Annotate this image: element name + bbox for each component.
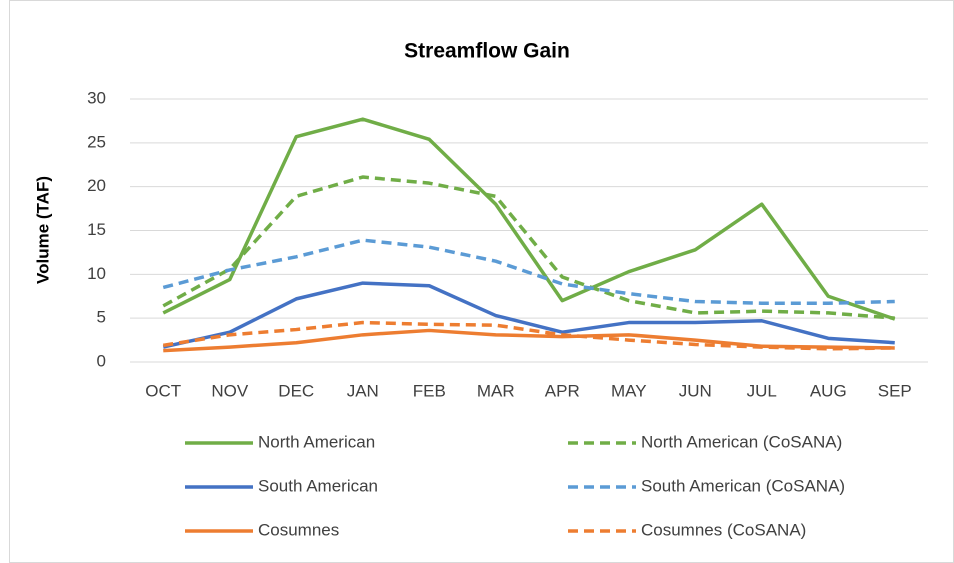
y-tick-label: 30 xyxy=(87,88,106,107)
x-tick-label: FEB xyxy=(413,381,446,400)
x-tick-label: OCT xyxy=(145,381,181,400)
legend-label: North American xyxy=(258,432,375,451)
x-tick-label: JUN xyxy=(679,381,712,400)
y-tick-label: 0 xyxy=(97,351,106,370)
x-tick-label: AUG xyxy=(810,381,847,400)
x-tick-label: APR xyxy=(545,381,580,400)
y-axis-label: Volume (TAF) xyxy=(33,176,52,284)
series-line xyxy=(162,281,895,349)
x-tick-label: JUL xyxy=(747,381,777,400)
legend-label: South American xyxy=(258,476,378,495)
x-tick-label: NOV xyxy=(211,381,249,400)
x-tick-label: MAY xyxy=(611,381,647,400)
x-tick-label: JAN xyxy=(347,381,379,400)
series-line xyxy=(162,117,896,321)
legend-label: North American (CoSANA) xyxy=(641,432,842,451)
x-tick-label: SEP xyxy=(878,381,912,400)
chart-frame xyxy=(9,0,954,563)
y-tick-label: 5 xyxy=(97,308,106,327)
series-line xyxy=(162,238,895,306)
legend-label: Cosumnes xyxy=(258,520,339,539)
legend-label: Cosumnes (CoSANA) xyxy=(641,520,806,539)
chart-title: Streamflow Gain xyxy=(404,40,570,63)
legend-label: South American (CoSANA) xyxy=(641,476,845,495)
x-tick-label: MAR xyxy=(477,381,515,400)
y-tick-label: 15 xyxy=(87,220,106,239)
x-tick-label: DEC xyxy=(278,381,314,400)
y-tick-label: 10 xyxy=(87,264,106,283)
y-tick-label: 25 xyxy=(87,132,106,151)
series-line xyxy=(162,320,895,351)
y-tick-label: 20 xyxy=(87,176,106,195)
